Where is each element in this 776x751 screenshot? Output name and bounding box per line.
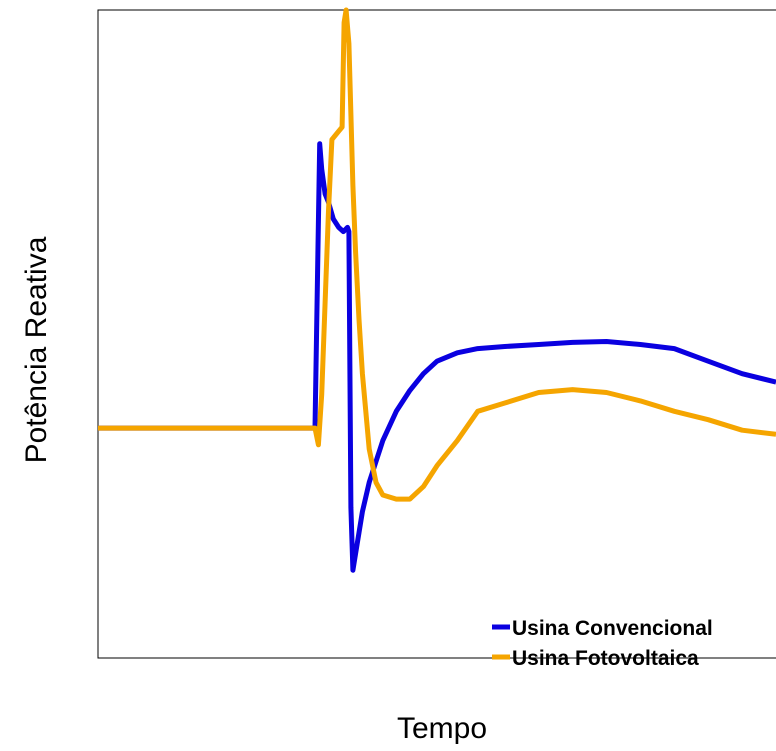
legend-label-2: Usina Fotovoltaica	[512, 647, 699, 670]
y-axis-title: Potência Reativa	[20, 236, 53, 463]
series-lines	[98, 7, 776, 573]
plot-frame	[97, 9, 776, 659]
legend-label-1: Usina Convencional	[512, 617, 713, 640]
series-line-1	[98, 141, 776, 573]
series-line-2	[98, 7, 776, 502]
legend: Usina Convencional Usina Fotovoltaica	[492, 617, 713, 670]
x-axis-title: Tempo	[397, 712, 487, 745]
